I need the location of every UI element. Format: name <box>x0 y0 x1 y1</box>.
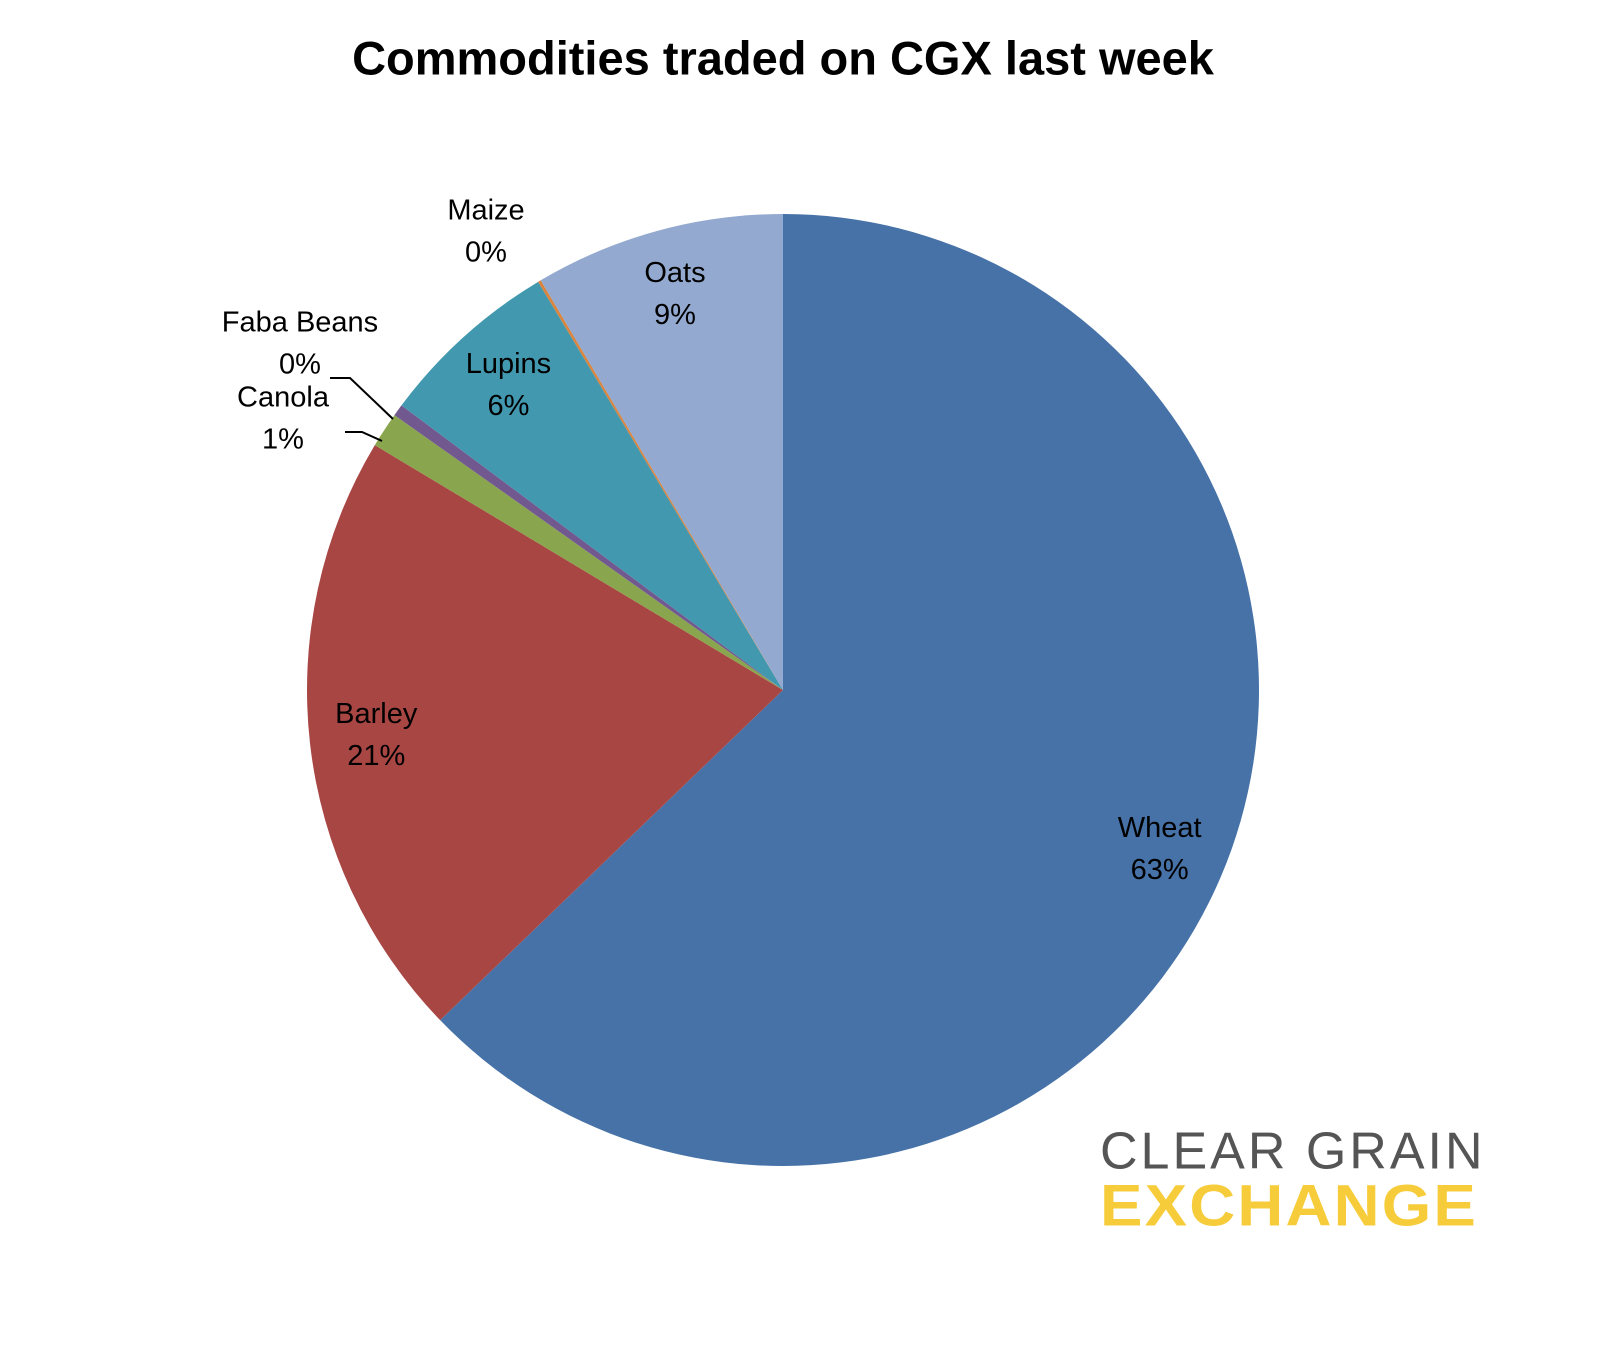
pie-slice <box>440 214 1259 1166</box>
leader-line <box>345 431 383 442</box>
slice-label: Faba Beans <box>222 307 378 339</box>
logo-line2: EXCHANGE <box>1100 1173 1478 1238</box>
slice-value-label: 63% <box>1131 854 1189 886</box>
pie-slice <box>374 415 783 690</box>
pie-slice <box>540 214 783 690</box>
leader-line <box>330 377 394 420</box>
chart-title: Commodities traded on CGX last week <box>352 31 1215 84</box>
slice-label: Oats <box>644 257 705 289</box>
logo-line1: CLEAR GRAIN <box>1100 1123 1486 1181</box>
slice-label: Canola <box>237 382 330 414</box>
slice-value-label: 6% <box>487 390 529 422</box>
pie-slice <box>307 445 783 1021</box>
slice-value-label: 0% <box>465 237 507 269</box>
slice-label: Maize <box>447 195 524 227</box>
pie-slice <box>394 405 783 690</box>
pie-slice <box>401 281 783 690</box>
slice-value-label: 0% <box>279 349 321 381</box>
slice-value-label: 21% <box>347 740 405 772</box>
pie-slice <box>538 280 783 690</box>
slice-label: Wheat <box>1118 812 1202 844</box>
slice-label: Barley <box>335 698 418 730</box>
slice-value-label: 1% <box>262 424 304 456</box>
slice-label: Lupins <box>466 348 551 380</box>
slice-value-label: 9% <box>654 299 696 331</box>
